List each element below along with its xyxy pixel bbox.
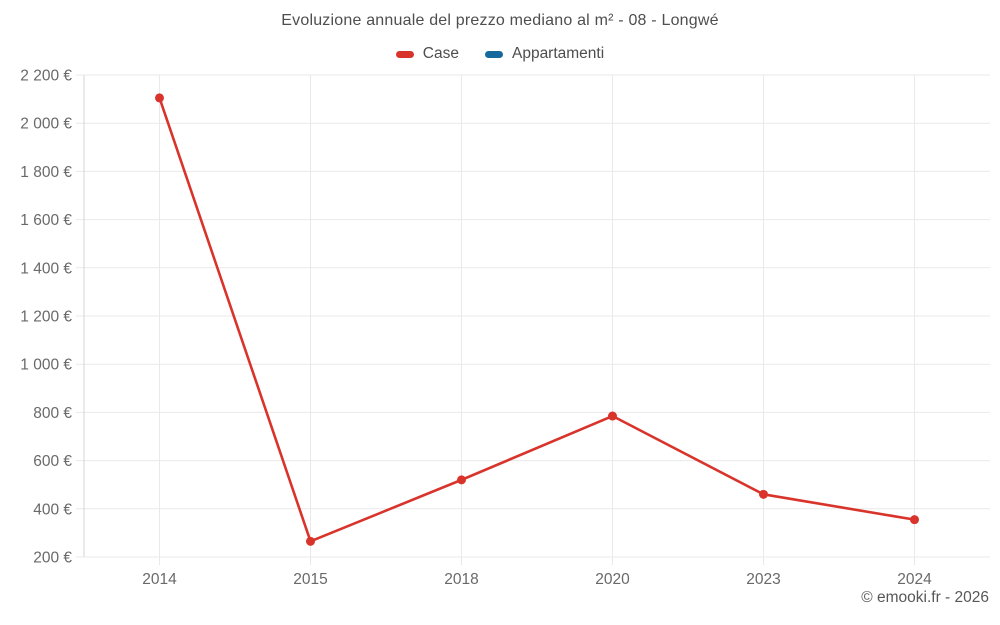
y-tick-label: 2 000 €	[20, 116, 72, 133]
legend-swatch-appartamenti	[484, 50, 503, 58]
x-tick-label: 2018	[444, 571, 478, 588]
x-tick-label: 2014	[142, 571, 177, 588]
series-line-case	[158, 96, 916, 543]
y-tick-label: 600 €	[33, 453, 72, 470]
data-point-case-2014[interactable]	[155, 93, 164, 103]
x-tick-label: 2015	[293, 571, 327, 588]
y-tick-label: 1 200 €	[20, 309, 72, 326]
legend-label-appartamenti: Appartamenti	[511, 45, 605, 62]
x-tick-label: 2023	[746, 571, 780, 588]
x-tick-label: 2020	[595, 571, 630, 588]
chart-title: Evoluzione annuale del prezzo mediano al…	[281, 12, 719, 29]
legend-item-case[interactable]: Case	[395, 45, 459, 63]
data-point-case-2020[interactable]	[608, 411, 617, 421]
y-tick-label: 200 €	[33, 550, 72, 567]
y-tick-label: 800 €	[33, 405, 72, 422]
data-point-case-2015[interactable]	[306, 536, 315, 546]
legend-swatch-case	[395, 50, 414, 58]
legend-item-appartamenti[interactable]: Appartamenti	[484, 45, 605, 63]
legend: Case Appartamenti	[0, 45, 1000, 63]
y-tick-label: 2 200 €	[20, 68, 72, 85]
y-tick-label: 1 800 €	[20, 164, 72, 181]
data-point-case-2018[interactable]	[457, 475, 466, 485]
y-tick-label: 1 400 €	[20, 260, 72, 277]
y-tick-label: 1 600 €	[20, 212, 72, 229]
legend-label-case: Case	[422, 45, 459, 62]
y-tick-label: 400 €	[33, 501, 72, 518]
attribution-credit[interactable]: © emooki.fr - 2026	[861, 589, 989, 606]
data-point-case-2023[interactable]	[759, 489, 768, 499]
data-point-case-2024[interactable]	[910, 515, 919, 525]
y-tick-label: 1 000 €	[20, 357, 72, 374]
x-tick-label: 2024	[897, 571, 932, 588]
